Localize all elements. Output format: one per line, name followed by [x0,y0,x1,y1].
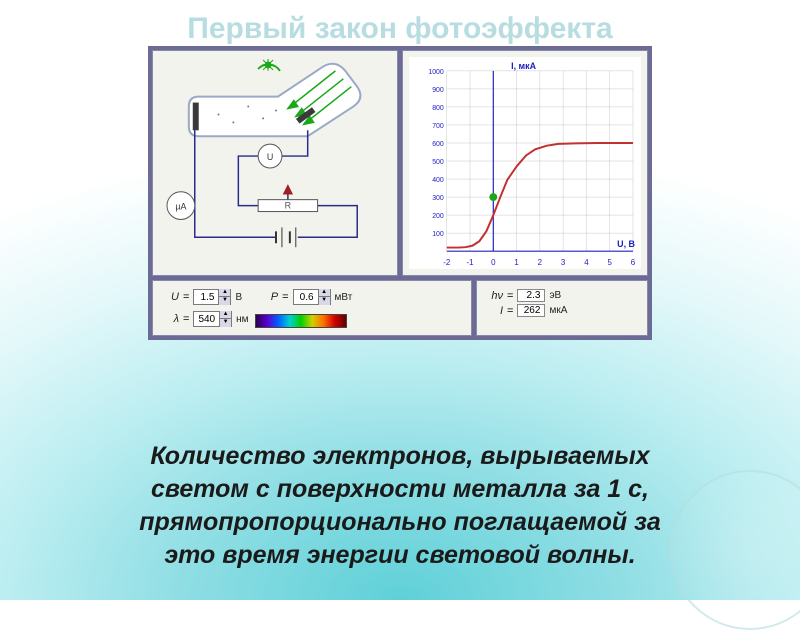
spin-up-icon[interactable]: ▲ [219,311,231,319]
svg-text:300: 300 [432,195,444,202]
spin-down-icon[interactable]: ▼ [219,319,231,327]
svg-text:900: 900 [432,87,444,94]
svg-text:400: 400 [432,177,444,184]
svg-text:1: 1 [514,258,519,267]
chart-panel: -2 -1 0 1 2 3 4 5 6 100 200 300 400 500 600 700 800 900 10… [402,50,648,276]
resistor-label: R [285,201,292,211]
svg-text:0: 0 [491,258,496,267]
svg-text:2: 2 [538,258,542,267]
readout-panel: hν = 2.3 эВ I = 262 мкА [476,280,648,336]
voltmeter-label: U [267,152,273,162]
svg-text:5: 5 [607,258,612,267]
svg-text:4: 4 [584,258,589,267]
spin-down-icon[interactable]: ▼ [218,297,230,305]
wavelength-spinner[interactable]: 540 ▲▼ [193,311,232,327]
iv-chart: -2 -1 0 1 2 3 4 5 6 100 200 300 400 500 600 700 800 900 10… [409,57,641,269]
caption-line: Количество электронов, вырываемых [40,440,760,473]
caption-line: это время энергии световой волны. [40,539,760,572]
current-readout: I = 262 мкА [485,304,639,317]
slide-title: Первый закон фотоэффекта [0,12,800,46]
svg-text:U, В: U, В [617,239,635,249]
svg-text:700: 700 [432,123,444,130]
svg-text:500: 500 [432,159,444,166]
svg-text:100: 100 [432,231,444,238]
spectrum-bar [255,314,347,328]
voltage-control: U = 1.5 ▲▼ В [161,289,242,305]
input-controls: U = 1.5 ▲▼ В P = 0.6 ▲▼ мВт [152,280,472,336]
svg-text:1000: 1000 [428,69,444,76]
svg-text:-2: -2 [443,258,450,267]
slide-caption: Количество электронов, вырываемых светом… [40,440,760,572]
svg-text:800: 800 [432,105,444,112]
power-control: P = 0.6 ▲▼ мВт [260,289,352,305]
spin-up-icon[interactable]: ▲ [318,289,330,297]
wavelength-control: λ = 540 ▲▼ нм [161,311,249,327]
spin-up-icon[interactable]: ▲ [218,289,230,297]
cathode [193,103,199,131]
photon-energy-readout: hν = 2.3 эВ [485,289,639,302]
simulation-frame: µA U R -2-1012345610020030040050060 [148,46,652,340]
svg-text:6: 6 [631,258,636,267]
svg-text:600: 600 [432,141,444,148]
spin-down-icon[interactable]: ▼ [318,297,330,305]
power-spinner[interactable]: 0.6 ▲▼ [293,289,331,305]
svg-text:200: 200 [432,213,444,220]
circuit-panel: µA U R [152,50,398,276]
caption-line: светом с поверхности металла за 1 с, [40,473,760,506]
svg-text:-1: -1 [467,258,475,267]
microamp-label: µA [175,202,186,212]
voltage-spinner[interactable]: 1.5 ▲▼ [193,289,231,305]
svg-text:3: 3 [561,258,566,267]
caption-line: прямопропорционально поглащаемой за [40,506,760,539]
svg-text:I, мкА: I, мкА [511,61,536,71]
circuit-diagram: µA U R [159,57,391,269]
